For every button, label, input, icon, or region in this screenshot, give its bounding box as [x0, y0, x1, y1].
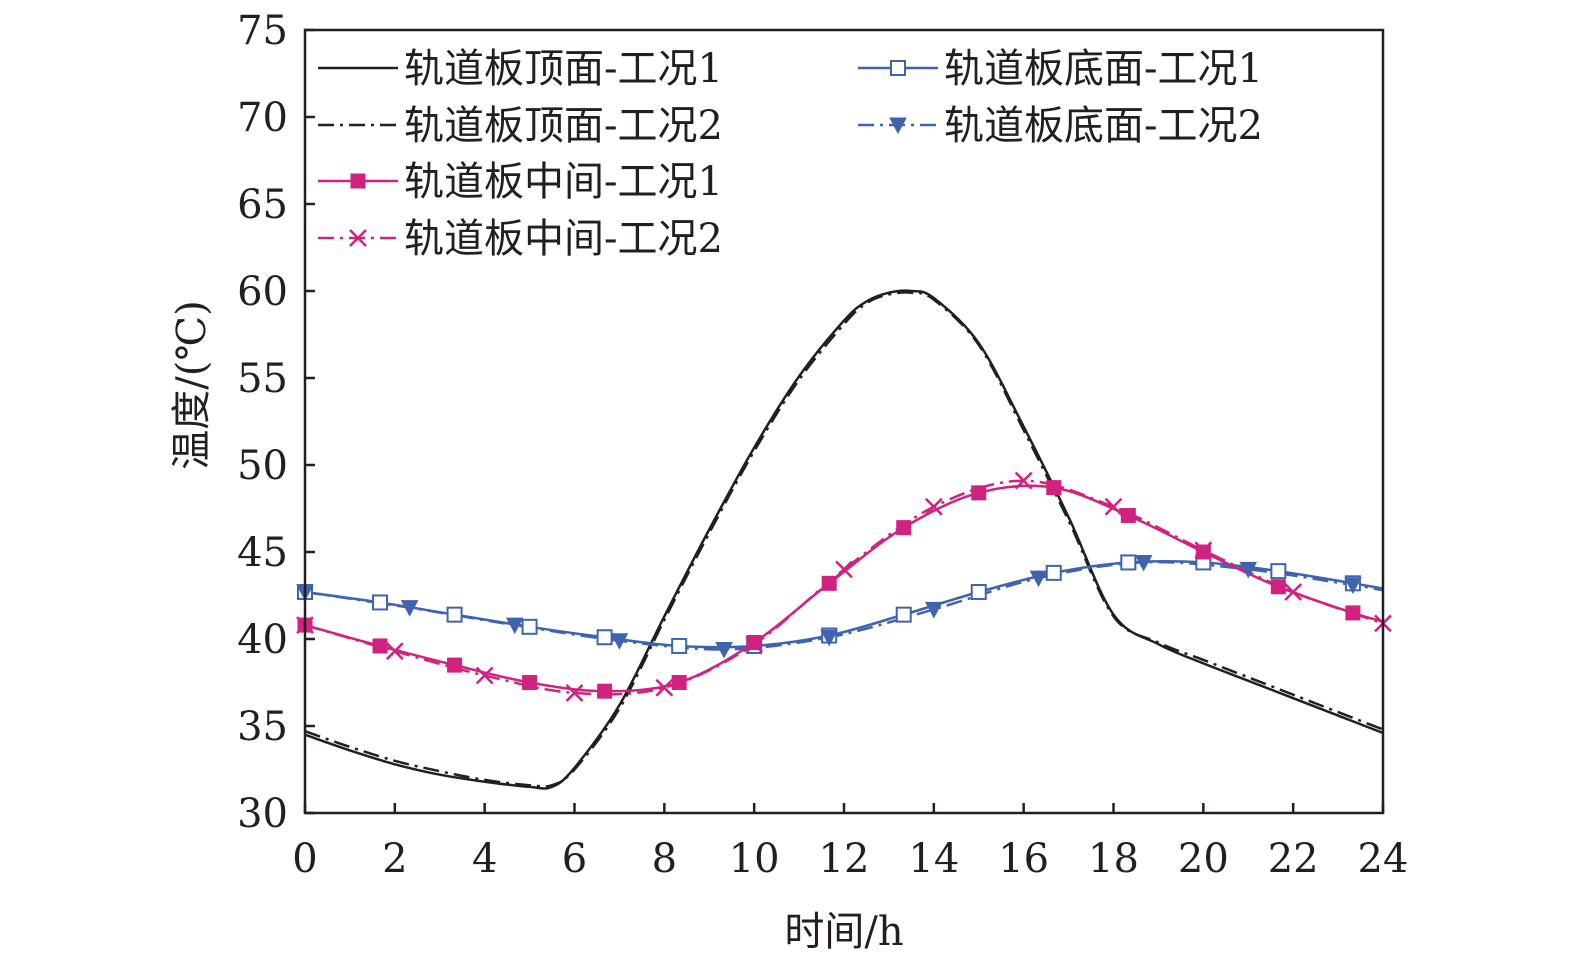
- series-6-point: [1194, 541, 1213, 560]
- series-5-point: [372, 638, 388, 654]
- x-axis: 0 2 4 6 8 10 12 14 16 18 20 22 24: [292, 803, 1408, 882]
- series-5-point: [971, 485, 987, 501]
- legend: 轨道板顶面-工况1 轨道板顶面-工况2 轨道板底面-工况1 轨道板底面-工况2 轨道板中…: [318, 46, 1263, 262]
- series-3-point: [1120, 554, 1137, 571]
- x-tick-label: 10: [729, 836, 780, 882]
- series-4-point: [505, 617, 524, 635]
- x-tick-label: 14: [908, 836, 959, 882]
- x-tick-label: 6: [562, 836, 587, 882]
- plot-markers: [296, 471, 1392, 702]
- legend-label-3: 轨道板底面-工况1: [944, 46, 1263, 92]
- series-6-point: [385, 642, 404, 661]
- series-3-point: [372, 594, 389, 611]
- y-tick-label: 45: [237, 530, 288, 576]
- y-tick-label: 75: [237, 8, 288, 54]
- series-4-point: [610, 633, 629, 650]
- x-tick-label: 12: [819, 836, 870, 882]
- legend-label-5: 轨道板中间-工况1: [404, 159, 723, 205]
- series-4-point: [400, 600, 419, 617]
- series-5-point: [671, 675, 687, 690]
- plot-lines: [304, 289, 1384, 790]
- y-tick-label: 60: [237, 269, 288, 315]
- y-tick-label: 65: [237, 182, 288, 228]
- series-3-point: [895, 606, 912, 623]
- series-4-point: [715, 641, 733, 659]
- legend-marker-5: [350, 173, 366, 189]
- series-5-point: [522, 675, 538, 690]
- series-3-point: [970, 584, 987, 601]
- y-tick-label: 70: [237, 95, 288, 141]
- legend-label-2: 轨道板顶面-工况2: [404, 103, 723, 149]
- series-6-point: [565, 684, 584, 702]
- x-axis-title: 时间/h: [784, 909, 903, 955]
- series-5-point: [597, 683, 613, 699]
- series-3-point: [596, 629, 613, 646]
- series-line-5: [304, 484, 1384, 693]
- legend-label-4: 轨道板底面-工况2: [944, 103, 1263, 149]
- x-tick-label: 8: [652, 836, 677, 882]
- legend-label-6: 轨道板中间-工况2: [404, 216, 723, 262]
- series-6-point: [745, 635, 764, 654]
- legend-label-1: 轨道板顶面-工况1: [404, 46, 723, 92]
- legend-marker-4: [889, 117, 907, 135]
- x-tick-label: 24: [1358, 836, 1409, 882]
- series-3-point: [1270, 563, 1287, 580]
- series-6-point: [475, 666, 494, 685]
- y-tick-label: 30: [237, 791, 288, 837]
- y-tick-label: 35: [237, 704, 288, 750]
- y-axis: 30 35 40 45 50 55 60 65 70 75: [237, 8, 315, 837]
- y-tick-label: 55: [237, 356, 288, 402]
- x-tick-label: 16: [998, 836, 1049, 882]
- series-6-point: [655, 678, 674, 697]
- series-4-point: [820, 629, 839, 647]
- y-tick-label: 40: [237, 617, 288, 663]
- series-5-point: [1120, 507, 1136, 523]
- series-6-point: [924, 497, 943, 516]
- series-5-point: [447, 657, 463, 673]
- series-6-point: [1284, 583, 1303, 601]
- series-3-point: [446, 606, 463, 623]
- series-3-point: [671, 637, 688, 654]
- y-axis-title: 温度/(℃): [169, 300, 215, 469]
- series-line-3: [304, 559, 1384, 649]
- y-tick-label: 50: [237, 443, 288, 489]
- x-tick-label: 0: [292, 836, 317, 882]
- series-line-6: [304, 479, 1384, 696]
- legend-marker-3: [890, 60, 906, 76]
- series-6-point: [1104, 497, 1123, 516]
- series-line-4: [304, 560, 1384, 651]
- x-tick-label: 20: [1178, 836, 1229, 882]
- series-line-2: [304, 291, 1384, 788]
- series-4-point: [1029, 570, 1048, 588]
- series-4-point: [1239, 561, 1258, 579]
- series-3-point: [521, 618, 538, 635]
- series-5-point: [896, 520, 912, 536]
- series-4-point: [1344, 577, 1362, 595]
- series-6-point: [1014, 471, 1033, 490]
- x-tick-label: 22: [1268, 836, 1319, 882]
- series-6-point: [835, 560, 853, 579]
- series-5-point: [1046, 480, 1062, 496]
- x-tick-label: 4: [472, 836, 497, 882]
- series-5-point: [1345, 605, 1361, 621]
- x-tick-label: 18: [1088, 836, 1139, 882]
- x-tick-label: 2: [382, 836, 407, 882]
- series-5-point: [821, 575, 837, 591]
- series-line-1: [304, 289, 1384, 790]
- legend-marker-6: [349, 229, 367, 247]
- series-4-point: [924, 601, 943, 619]
- series-5-point: [1270, 579, 1286, 595]
- series-4-point: [1134, 554, 1153, 572]
- series-3-point: [1045, 564, 1062, 581]
